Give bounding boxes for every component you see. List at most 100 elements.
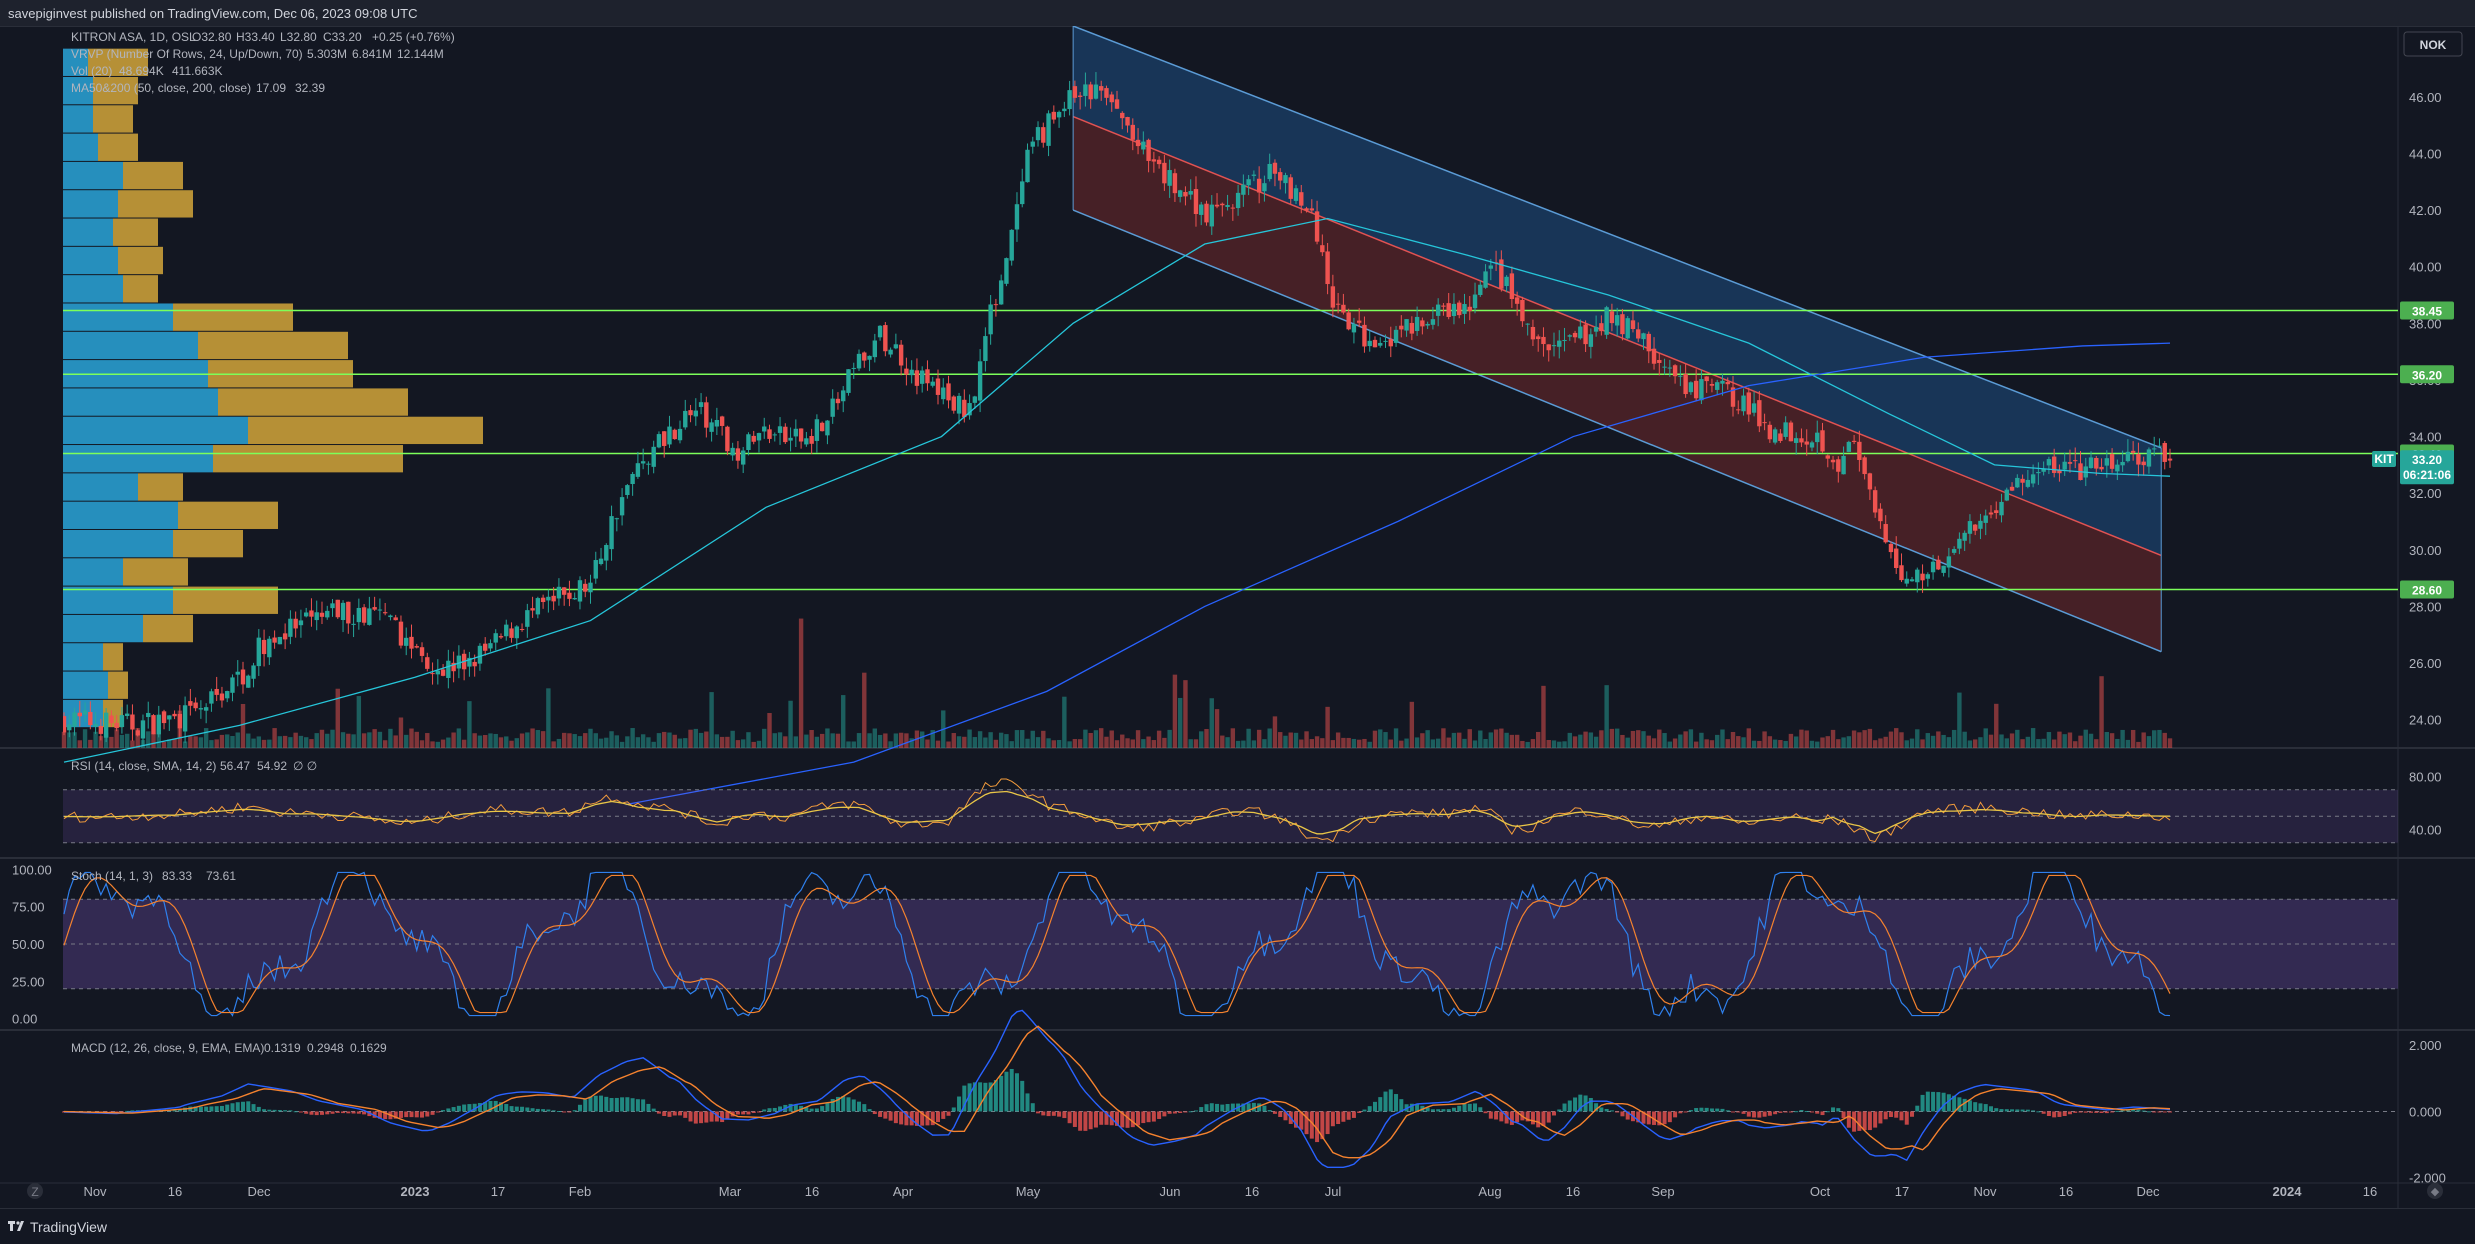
macd-hist-bar [1557, 1109, 1562, 1112]
time-axis[interactable]: Nov 16 Dec 2023 17 Feb Mar 16 Apr May Jun 16 Jul Aug 1… [83, 1184, 2377, 1199]
volume-bar [2136, 741, 2141, 748]
macd-hist-bar [583, 1099, 588, 1112]
macd-hist-bar [893, 1111, 898, 1124]
channel-line[interactable] [1072, 209, 2162, 653]
volume-bar [1715, 734, 1720, 748]
volume-bar [1825, 736, 1830, 748]
volume-bar [67, 732, 72, 748]
macd-hist-bar [1330, 1111, 1335, 1127]
macd-hist-bar [235, 1102, 240, 1112]
macd-hist-bar [725, 1111, 730, 1120]
candle-body [1915, 569, 1920, 583]
candle-body [941, 387, 946, 400]
macd-hist-bar [125, 1110, 130, 1112]
candle-body [1720, 380, 1725, 384]
volume-bar [1704, 739, 1709, 748]
candle-body [593, 560, 598, 579]
candle-body [1478, 284, 1483, 295]
volume-bar [1536, 731, 1541, 748]
macd-hist-bar [1720, 1108, 1725, 1112]
macd-hist-bar [709, 1111, 714, 1122]
candle-body [1625, 318, 1630, 339]
ma200-line[interactable] [625, 342, 2171, 806]
macd-hist-bar [414, 1111, 419, 1118]
macd-hist-bar [1636, 1111, 1641, 1123]
macd-hist-bar [2157, 1111, 2162, 1113]
macd-hist-bar [451, 1107, 456, 1112]
volume-bar [2167, 738, 2173, 748]
macd-hist-bar [1578, 1094, 1583, 1112]
volume-bar [1241, 740, 1246, 748]
volume-bar [1135, 730, 1141, 748]
macd-hist-bar [735, 1111, 740, 1115]
candle-body [440, 669, 446, 676]
candle-body [588, 582, 593, 593]
candle-body [319, 612, 325, 617]
volume-bar [1051, 740, 1057, 748]
macd-hist-bar [1973, 1102, 1978, 1112]
candle-body [804, 438, 809, 445]
volume-bar [1657, 729, 1662, 748]
candle-body [1657, 359, 1662, 363]
legend-close: C33.20 [323, 30, 362, 44]
volume-bar [1457, 732, 1462, 748]
candle-body [1778, 433, 1783, 441]
volume-bar [1988, 734, 1994, 748]
scroll-right-icon[interactable]: ◆ [2427, 1183, 2443, 1199]
volume-bar [546, 688, 551, 748]
macd-hist-bar [525, 1107, 530, 1112]
candle-body [251, 665, 256, 679]
volume-bar [1683, 731, 1688, 748]
volume-bar [609, 731, 614, 748]
candle-body [1309, 208, 1315, 211]
macd-hist-bar [620, 1097, 625, 1112]
currency-button[interactable]: NOK [2403, 31, 2463, 57]
volume-bar [356, 696, 362, 748]
macd-hist-bar [1925, 1091, 1930, 1112]
macd-hist-bar [2057, 1111, 2062, 1117]
price-axis[interactable]: 24.0026.0028.0030.0032.0034.0036.0038.00… [2409, 90, 2442, 728]
volume-bar [1857, 732, 1862, 748]
volume-bar [298, 735, 304, 748]
chart-canvas[interactable]: 24.0026.0028.0030.0032.0034.0036.0038.00… [0, 26, 2475, 1208]
candle-body [777, 426, 783, 433]
candle-body [577, 580, 583, 602]
macd-hist-bar [1072, 1111, 1077, 1127]
macd-hist-bar [1199, 1107, 1204, 1112]
candle-body [1983, 515, 1988, 523]
candle-body [2146, 449, 2152, 467]
candle-body [172, 713, 177, 717]
volume-bar [1778, 740, 1783, 748]
volume-bar [1341, 737, 1346, 748]
volume-bar [1872, 740, 1878, 748]
candle-body [1014, 204, 1020, 230]
volume-bar [314, 733, 319, 748]
stoch-tick: 25.00 [12, 974, 45, 989]
tradingview-logo-icon [8, 1221, 24, 1231]
macd-hist-bar [809, 1108, 814, 1112]
ma50-line[interactable] [63, 217, 2171, 763]
macd-hist-bar [1620, 1111, 1625, 1117]
candle-body [735, 448, 741, 461]
volume-bar [1904, 740, 1909, 748]
candle-body [1320, 245, 1325, 253]
volume-bar [556, 738, 562, 748]
channel-line[interactable] [1072, 26, 2162, 449]
volume-bar [577, 736, 583, 748]
vp-down-bar [173, 529, 243, 558]
macd-hist-bar [2152, 1111, 2157, 1113]
candle-body [1609, 311, 1615, 324]
go-to-date-icon[interactable]: Z [27, 1183, 43, 1199]
macd-hist-bar [298, 1111, 303, 1113]
volume-bar [335, 688, 340, 748]
macd-hist-bar [2162, 1111, 2167, 1113]
legend-macd-line: 0.2948 [307, 1041, 344, 1055]
macd-hist-bar [1283, 1111, 1288, 1121]
candle-body [1009, 229, 1014, 261]
candle-body [1283, 175, 1288, 184]
candle-body [667, 426, 672, 445]
volume-bar [1141, 739, 1146, 748]
candle-body [1304, 208, 1309, 211]
macd-hist-bar [1567, 1100, 1572, 1112]
macd-hist-bar [1831, 1107, 1836, 1112]
